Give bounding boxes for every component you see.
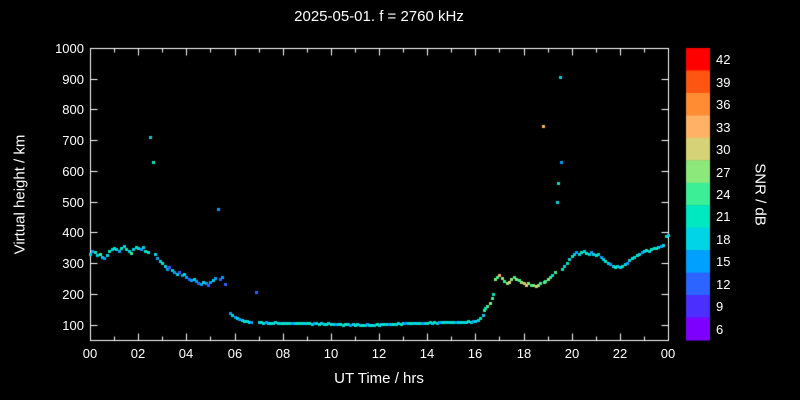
y-tick-label: 400 bbox=[62, 225, 84, 240]
colorbar-tick-label: 15 bbox=[716, 254, 731, 269]
chart-title: 2025-05-01. f = 2760 kHz bbox=[294, 8, 464, 25]
x-tick-label: 18 bbox=[516, 346, 532, 361]
colorbar-tick-label: 27 bbox=[716, 165, 731, 180]
y-tick-label: 1000 bbox=[55, 41, 84, 56]
colorbar-tick-label: 42 bbox=[716, 52, 731, 67]
x-tick-label: 00 bbox=[660, 346, 676, 361]
x-tick-label: 12 bbox=[371, 346, 387, 361]
y-axis-label: Virtual height / km bbox=[11, 134, 29, 255]
y-tick-label: 500 bbox=[62, 195, 84, 210]
colorbar-tick-label: 24 bbox=[716, 187, 731, 202]
y-tick-label: 800 bbox=[62, 102, 84, 117]
x-tick-label: 04 bbox=[178, 346, 194, 361]
colorbar-tick-label: 30 bbox=[716, 142, 731, 157]
colorbar-tick-label: 9 bbox=[716, 299, 724, 314]
colorbar-tick-label: 18 bbox=[716, 232, 731, 247]
colorbar-tick-label: 6 bbox=[716, 322, 724, 337]
x-tick-label: 00 bbox=[82, 346, 98, 361]
x-tick-label: 16 bbox=[467, 346, 483, 361]
y-tick-label: 900 bbox=[62, 72, 84, 87]
x-axis-label: UT Time / hrs bbox=[334, 370, 424, 387]
x-tick-label: 20 bbox=[564, 346, 580, 361]
y-tick-label: 700 bbox=[62, 133, 84, 148]
x-tick-label: 10 bbox=[323, 346, 339, 361]
x-tick-label: 22 bbox=[612, 346, 628, 361]
y-tick-label: 600 bbox=[62, 164, 84, 179]
x-tick-label: 06 bbox=[227, 346, 243, 361]
colorbar-tick-label: 36 bbox=[716, 97, 731, 112]
y-tick-label: 200 bbox=[62, 287, 84, 302]
colorbar-tick-label: 39 bbox=[716, 75, 731, 90]
colorbar-label: SNR / dB bbox=[751, 163, 769, 226]
colorbar-tick-label: 33 bbox=[716, 120, 731, 135]
colorbar-tick-label: 12 bbox=[716, 277, 731, 292]
x-tick-label: 08 bbox=[275, 346, 291, 361]
x-tick-label: 14 bbox=[419, 346, 435, 361]
y-tick-label: 100 bbox=[62, 318, 84, 333]
colorbar-tick-label: 21 bbox=[716, 209, 731, 224]
x-tick-label: 02 bbox=[130, 346, 146, 361]
y-tick-label: 300 bbox=[62, 256, 84, 271]
